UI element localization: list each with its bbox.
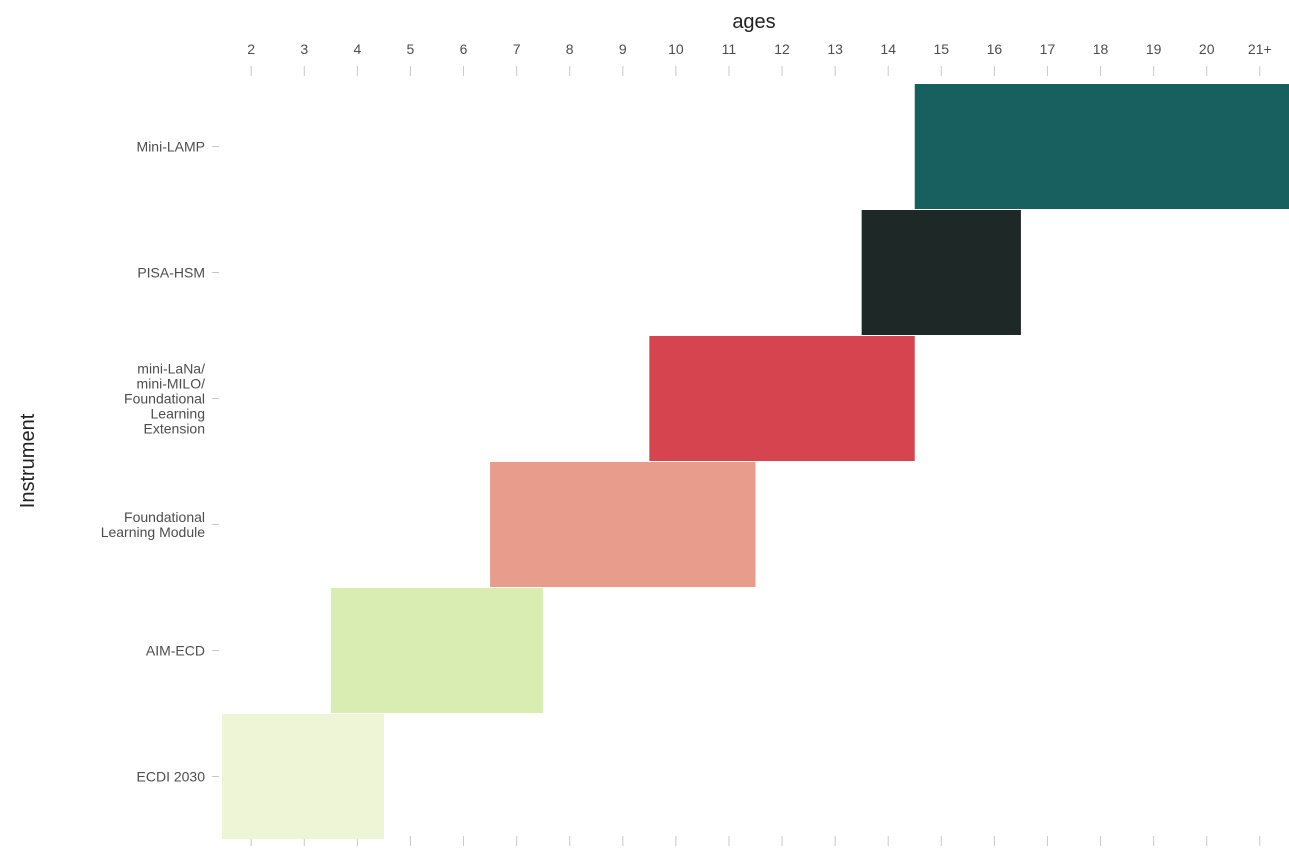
x-axis-ticks: 2 3 4 5 6 7 8 9 10 11 12 13 14 15 16 17 18 19 20 21+ [247, 41, 1272, 846]
bars [222, 84, 1289, 839]
x-tick-label: 3 [300, 41, 308, 57]
category-label-line: ECDI 2030 [137, 769, 206, 785]
x-tick-label: 6 [460, 41, 468, 57]
range-bar [914, 84, 1289, 209]
x-tick-label: 10 [668, 41, 684, 57]
x-axis-title: ages [732, 11, 775, 33]
category-label-line: AIM-ECD [146, 643, 205, 659]
x-tick-label: 16 [987, 41, 1003, 57]
range-bar [649, 336, 915, 461]
x-tick-label: 11 [722, 41, 737, 57]
category-label-line: Learning Module [101, 524, 206, 540]
y-axis-title: Instrument [17, 413, 39, 508]
category-label: Mini-LAMP [137, 139, 205, 155]
range-bar [490, 462, 756, 587]
category-label-line: Foundational [124, 509, 205, 525]
range-bar [330, 588, 544, 713]
x-tick-label: 5 [407, 41, 415, 57]
x-tick-label: 13 [827, 41, 843, 57]
x-tick-label: 19 [1146, 41, 1162, 57]
category-label-line: PISA-HSM [137, 265, 205, 281]
category-label: mini-LaNa/mini-MILO/Foundational Learning… [124, 361, 205, 437]
category-label-line: Mini-LAMP [137, 139, 205, 155]
category-label-line: Extension [144, 421, 205, 437]
x-tick-label: 18 [1093, 41, 1109, 57]
category-label: PISA-HSM [137, 265, 205, 281]
x-tick-label: 14 [880, 41, 896, 57]
category-label: ECDI 2030 [137, 769, 206, 785]
range-bar [861, 210, 1021, 335]
x-tick-label: 2 [247, 41, 255, 57]
category-label-line: mini-MILO/ [137, 376, 206, 392]
x-tick-label: 7 [513, 41, 521, 57]
x-tick-label: 4 [353, 41, 361, 57]
category-label: Foundational Learning Module [101, 509, 206, 540]
x-tick-label: 15 [934, 41, 950, 57]
x-tick-label: 21+ [1248, 41, 1272, 57]
x-tick-label: 17 [1040, 41, 1056, 57]
x-tick-label: 9 [619, 41, 627, 57]
x-tick-label: 12 [774, 41, 790, 57]
x-tick-label: 20 [1199, 41, 1215, 57]
category-label-line: Foundational [124, 391, 205, 407]
category-label-line: mini-LaNa/ [137, 361, 205, 377]
x-tick-label: 8 [566, 41, 574, 57]
category-label-line: Learning [151, 406, 206, 422]
category-labels: Mini-LAMP PISA-HSM mini-LaNa/mini-MILO/Fou… [101, 139, 219, 785]
category-label: AIM-ECD [146, 643, 205, 659]
range-bar [222, 714, 384, 839]
